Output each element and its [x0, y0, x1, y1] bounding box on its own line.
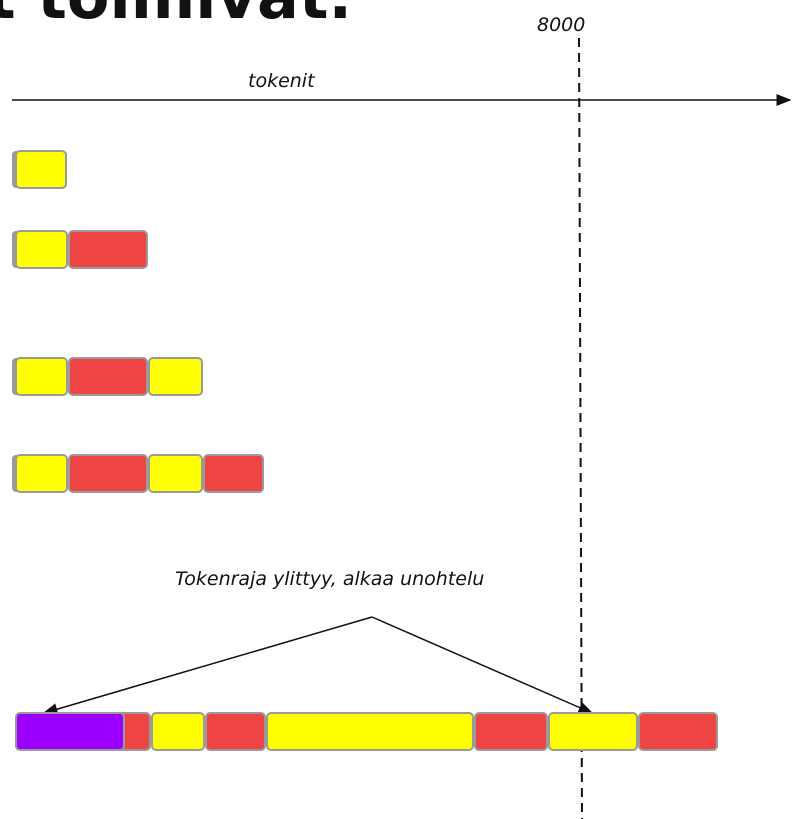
row5-forgotten-segment [15, 712, 125, 751]
annotation-arrow-right [371, 616, 594, 714]
row3-user-message-2 [148, 357, 203, 396]
row5-assistant-message-3 [474, 712, 548, 751]
axis-label: tokenit [248, 70, 315, 92]
row4-user-message-2 [148, 454, 203, 493]
row2-user-message [15, 230, 68, 269]
annotation-arrow-left [42, 616, 373, 715]
row4-assistant-message-2 [203, 454, 264, 493]
overflow-annotation: Tokenraja ylittyy, alkaa unohtelu [175, 568, 485, 590]
row4-assistant-message [68, 454, 148, 493]
row5-assistant-message-2 [205, 712, 266, 751]
row5-user-message-2 [548, 712, 638, 751]
row2-assistant-message [68, 230, 148, 269]
row5-assistant-message-4 [638, 712, 718, 751]
row5-user-message [151, 712, 205, 751]
slide-title: t toimivat. [0, 0, 352, 28]
token-limit-line [578, 37, 583, 819]
row3-assistant-message [68, 357, 148, 396]
row3-user-message [15, 357, 68, 396]
row1-user-message [15, 150, 67, 189]
row5-user-message-long [266, 712, 474, 751]
row4-user-message [15, 454, 68, 493]
token-limit-label: 8000 [537, 14, 586, 36]
